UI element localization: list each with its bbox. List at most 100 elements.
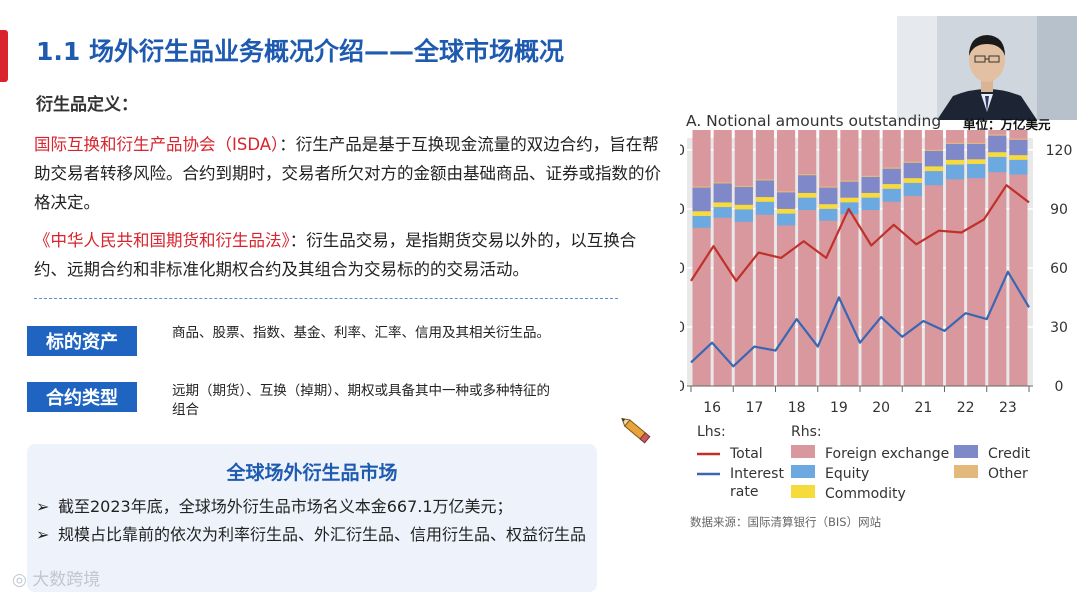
market-bullet-2: ➢ 规模占比靠前的依次为利率衍生品、外汇衍生品、信用衍生品、权益衍生品 <box>36 522 596 548</box>
bar-other <box>734 185 753 188</box>
bar-foreign-exchange <box>924 130 944 386</box>
contract-type-text: 远期（期货）、互换（掉期）、期权或具备其中一种或多种特征的组合 <box>172 383 550 418</box>
rhs-tick-label: 0 <box>1055 379 1064 395</box>
legend-rhs-label: Rhs: <box>791 424 822 440</box>
bar-equity <box>967 163 986 179</box>
bar-other <box>819 186 838 188</box>
bar-equity <box>692 215 711 228</box>
arrow-bullet-icon: ➢ <box>36 497 50 516</box>
bar-commodity <box>924 166 944 172</box>
bar-other <box>861 175 880 177</box>
lhs-tick-label: 300 <box>680 379 685 395</box>
x-tick-label: 18 <box>788 400 806 416</box>
bar-commodity <box>967 159 986 164</box>
bar-other <box>988 134 1007 136</box>
market-bullet-text-1: 截至2023年底，全球场外衍生品市场名义本金667.1万亿美元； <box>58 497 513 516</box>
bar-commodity <box>903 178 922 183</box>
bar-equity <box>755 201 775 215</box>
presenter-video-icon <box>897 16 1077 120</box>
x-tick-label: 16 <box>703 400 721 416</box>
bar-foreign-exchange <box>1009 130 1028 386</box>
bar-other <box>1009 138 1028 140</box>
legend-bar-label: Other <box>988 466 1028 482</box>
pencil-icon[interactable] <box>620 416 656 448</box>
bar-credit <box>734 187 753 205</box>
bar-equity <box>903 182 922 196</box>
bar-other <box>755 179 775 181</box>
bar-equity <box>1009 159 1028 175</box>
bar-commodity <box>734 204 753 210</box>
bar-other <box>945 142 965 144</box>
lhs-tick-label: 500 <box>680 261 685 277</box>
definition-heading: 衍生品定义： <box>36 95 138 115</box>
bar-commodity <box>861 192 880 198</box>
bar-equity <box>819 208 838 221</box>
legend-bar-label: Commodity <box>825 486 906 502</box>
rhs-tick-label: 120 <box>1046 143 1073 159</box>
bar-commodity <box>819 204 838 209</box>
lhs-tick-label: 400 <box>680 320 685 336</box>
bar-credit <box>776 192 796 209</box>
legend-bar-swatch <box>791 485 815 498</box>
bar-foreign-exchange <box>819 130 838 387</box>
bar-commodity <box>755 197 775 202</box>
bar-equity <box>924 171 944 186</box>
bar-commodity <box>882 184 901 189</box>
bar-equity <box>861 197 880 211</box>
bar-other <box>967 142 986 144</box>
bar-equity <box>798 197 817 211</box>
rhs-tick-label: 30 <box>1050 320 1068 336</box>
bar-equity <box>713 207 732 218</box>
bar-credit <box>945 143 965 160</box>
rhs-tick-label: 90 <box>1050 202 1068 218</box>
bar-commodity <box>798 192 817 198</box>
legend-bar-swatch <box>954 465 978 478</box>
market-bullet-text-2: 规模占比靠前的依次为利率衍生品、外汇衍生品、信用衍生品、权益衍生品 <box>58 525 587 544</box>
legend-line-label: Total <box>729 446 763 462</box>
bar-other <box>798 174 817 176</box>
bar-other <box>882 167 901 169</box>
chart-source: 数据来源：国际清算银行（BIS）网站 <box>690 515 882 529</box>
watermark-text: 大数跨境 <box>32 570 101 590</box>
bar-credit <box>882 168 901 185</box>
underlying-badge: 标的资产 <box>27 326 137 356</box>
presenter-webcam <box>897 16 1077 120</box>
legend-bar-label: Foreign exchange <box>825 446 949 462</box>
line-interest-rate <box>690 270 1030 368</box>
chart-title: A. Notional amounts outstanding <box>686 112 942 130</box>
bar-other <box>903 161 922 163</box>
legend-line-label: Interest <box>730 466 784 482</box>
bar-commodity <box>713 202 732 208</box>
bar-commodity <box>692 211 711 216</box>
bar-foreign-exchange <box>798 130 817 387</box>
bar-commodity <box>945 159 965 165</box>
lhs-tick-label: 600 <box>680 202 685 218</box>
bar-other <box>692 186 711 188</box>
chart-unit: 单位：万亿美元 <box>963 117 1051 132</box>
market-bullet-1: ➢ 截至2023年底，全球场外衍生品市场名义本金667.1万亿美元； <box>36 494 596 520</box>
bar-foreign-exchange <box>734 130 753 386</box>
bar-credit <box>924 150 944 167</box>
bar-credit <box>713 183 732 203</box>
isda-definition: 国际互换和衍生产品协会（ISDA）：衍生产品是基于互换现金流量的双边合约，旨在帮… <box>34 130 664 217</box>
law-definition: 《中华人民共和国期货和衍生品法》：衍生品交易，是指期货交易以外的，以互换合约、远… <box>34 226 664 284</box>
legend-bar-label: Credit <box>988 446 1031 462</box>
bar-credit <box>755 180 775 198</box>
isda-text: ：衍生产品是基于互换现金流量的双边合约，旨在帮助交易者转移风险。合约到期时，交易… <box>34 135 661 212</box>
bar-commodity <box>1009 155 1028 160</box>
bar-credit <box>798 175 817 193</box>
legend-line-label: rate <box>730 484 758 500</box>
bar-credit <box>840 181 859 198</box>
notional-chart: 300 400 500 600 700 0 30 60 90 120 16 17 18 19 20 21 22 2… <box>680 130 1073 502</box>
isda-source: 国际互换和衍生产品协会（ISDA） <box>34 135 280 154</box>
watermark: ◎ 大数跨境 <box>12 565 100 590</box>
bar-equity <box>882 188 901 202</box>
title-accent-bar <box>0 30 8 82</box>
bar-other <box>924 149 944 151</box>
bar-credit <box>1009 139 1028 156</box>
x-tick-label: 22 <box>957 400 975 416</box>
bar-foreign-exchange <box>861 130 880 387</box>
x-tick-label: 23 <box>999 400 1017 416</box>
bar-credit <box>819 187 838 205</box>
arrow-bullet-icon: ➢ <box>36 525 50 544</box>
